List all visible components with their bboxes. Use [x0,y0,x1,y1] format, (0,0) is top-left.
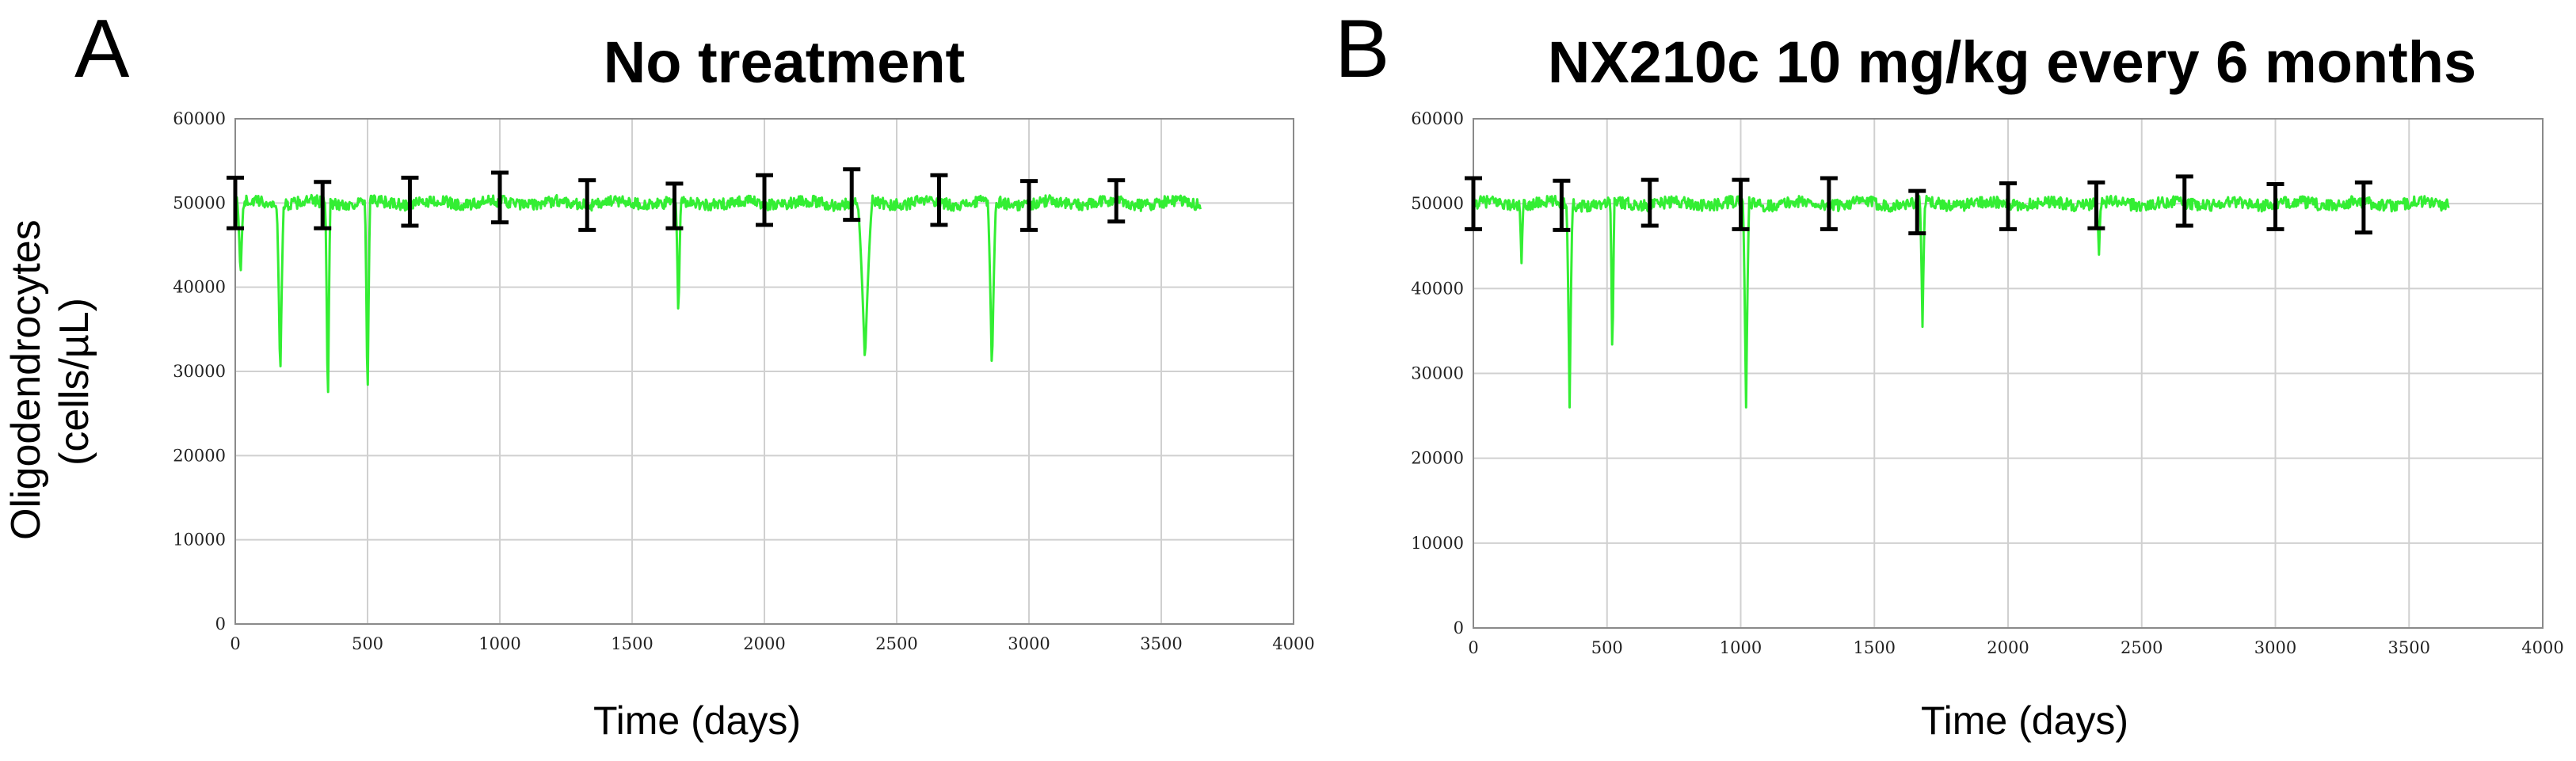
chart-a-error-bar [665,181,684,230]
chart-a-error-bar [578,178,596,232]
chart-b-error-bar [1465,176,1482,231]
chart-b-x-tick-label: 3500 [2388,638,2430,657]
panel-b-x-axis-label: Time (days) [1920,698,2129,743]
chart-a-plot-frame [234,118,1294,625]
chart-a-x-tick-label: 1500 [611,634,653,653]
chart-b-error-bar [1553,178,1571,232]
chart-a-x-tick-label: 4000 [1272,634,1314,653]
chart-a-y-tick-label: 50000 [173,193,226,212]
panel-a-x-axis-label: Time (days) [593,698,802,743]
chart-a-y-tick-label: 40000 [173,278,226,297]
chart-b-x-tick-label: 2500 [2121,638,2163,657]
panel-a-letter: A [74,3,130,95]
chart-b-x-tick-label: 4000 [2521,638,2563,657]
chart-a-error-bar [930,173,948,227]
chart-b-y-tick-label: 40000 [1411,279,1464,298]
chart-b-oligodendrocyte-trace [1472,195,2450,409]
chart-b-y-tick-label: 30000 [1411,364,1464,383]
chart-b-y-tick-label: 0 [1454,618,1464,637]
chart-a-y-tick-label: 60000 [173,109,226,128]
chart-a-x-tick-label: 0 [230,634,240,653]
chart-b-error-bar [2266,182,2284,231]
panel-b-title: NX210c 10 mg/kg every 6 months [1547,29,2477,95]
panel-b-letter: B [1335,3,1390,95]
chart-a-y-tick-label: 20000 [173,446,226,465]
panel-a-title: No treatment [603,29,966,95]
chart-a-x-tick-label: 2500 [875,634,917,653]
chart-b-error-bar [2354,180,2372,235]
chart-b-y-tick-label: 20000 [1411,449,1464,468]
chart-a-y-tick-label: 30000 [173,362,226,381]
chart-a-x-tick-label: 1000 [478,634,520,653]
chart-b: 0 500 1000 1500 2000 2500 3000 3500 400001000020… [1411,109,2564,657]
chart-b-y-tick-label: 10000 [1411,534,1464,553]
chart-a-error-bar [756,173,773,227]
chart-a-x-tick-label: 500 [352,634,383,653]
chart-b-error-bar [1908,188,1926,236]
chart-a-y-tick-label: 10000 [173,531,226,550]
chart-a-error-bar [401,175,419,228]
chart-b-y-tick-label: 50000 [1411,194,1464,213]
chart-b-error-bar [1820,176,1838,231]
chart-a-error-bar [227,175,244,230]
chart-b-x-tick-label: 3000 [2254,638,2296,657]
chart-b-error-bar [1999,181,2017,231]
chart-a-x-tick-label: 2000 [743,634,785,653]
chart-b-error-bar [2175,174,2193,228]
chart-b-plot-frame [1473,118,2544,629]
chart-b-x-tick-label: 0 [1468,638,1478,657]
chart-a-error-bar [491,170,509,225]
chart-b-x-tick-label: 2000 [1987,638,2029,657]
chart-a-x-tick-label: 3500 [1140,634,1182,653]
chart-b-error-bar [1732,177,1750,231]
chart-a: 0 500 1000 1500 2000 2500 3000 3500 400001000020… [173,109,1315,653]
chart-a-error-bar [843,167,861,223]
chart-b-x-tick-label: 1000 [1720,638,1762,657]
chart-a-oligodendrocyte-trace [234,193,1202,394]
chart-b-error-bar [1640,177,1659,228]
chart-b-x-tick-label: 1500 [1854,638,1896,657]
chart-a-x-tick-label: 3000 [1008,634,1050,653]
chart-b-x-tick-label: 500 [1591,638,1623,657]
chart-b-error-bar [2087,180,2105,230]
chart-a-y-tick-label: 0 [215,615,226,634]
chart-a-error-bar [1020,179,1038,232]
chart-a-error-bar [1107,178,1126,224]
chart-b-y-tick-label: 60000 [1411,109,1464,128]
chart-a-error-bar [314,180,332,230]
